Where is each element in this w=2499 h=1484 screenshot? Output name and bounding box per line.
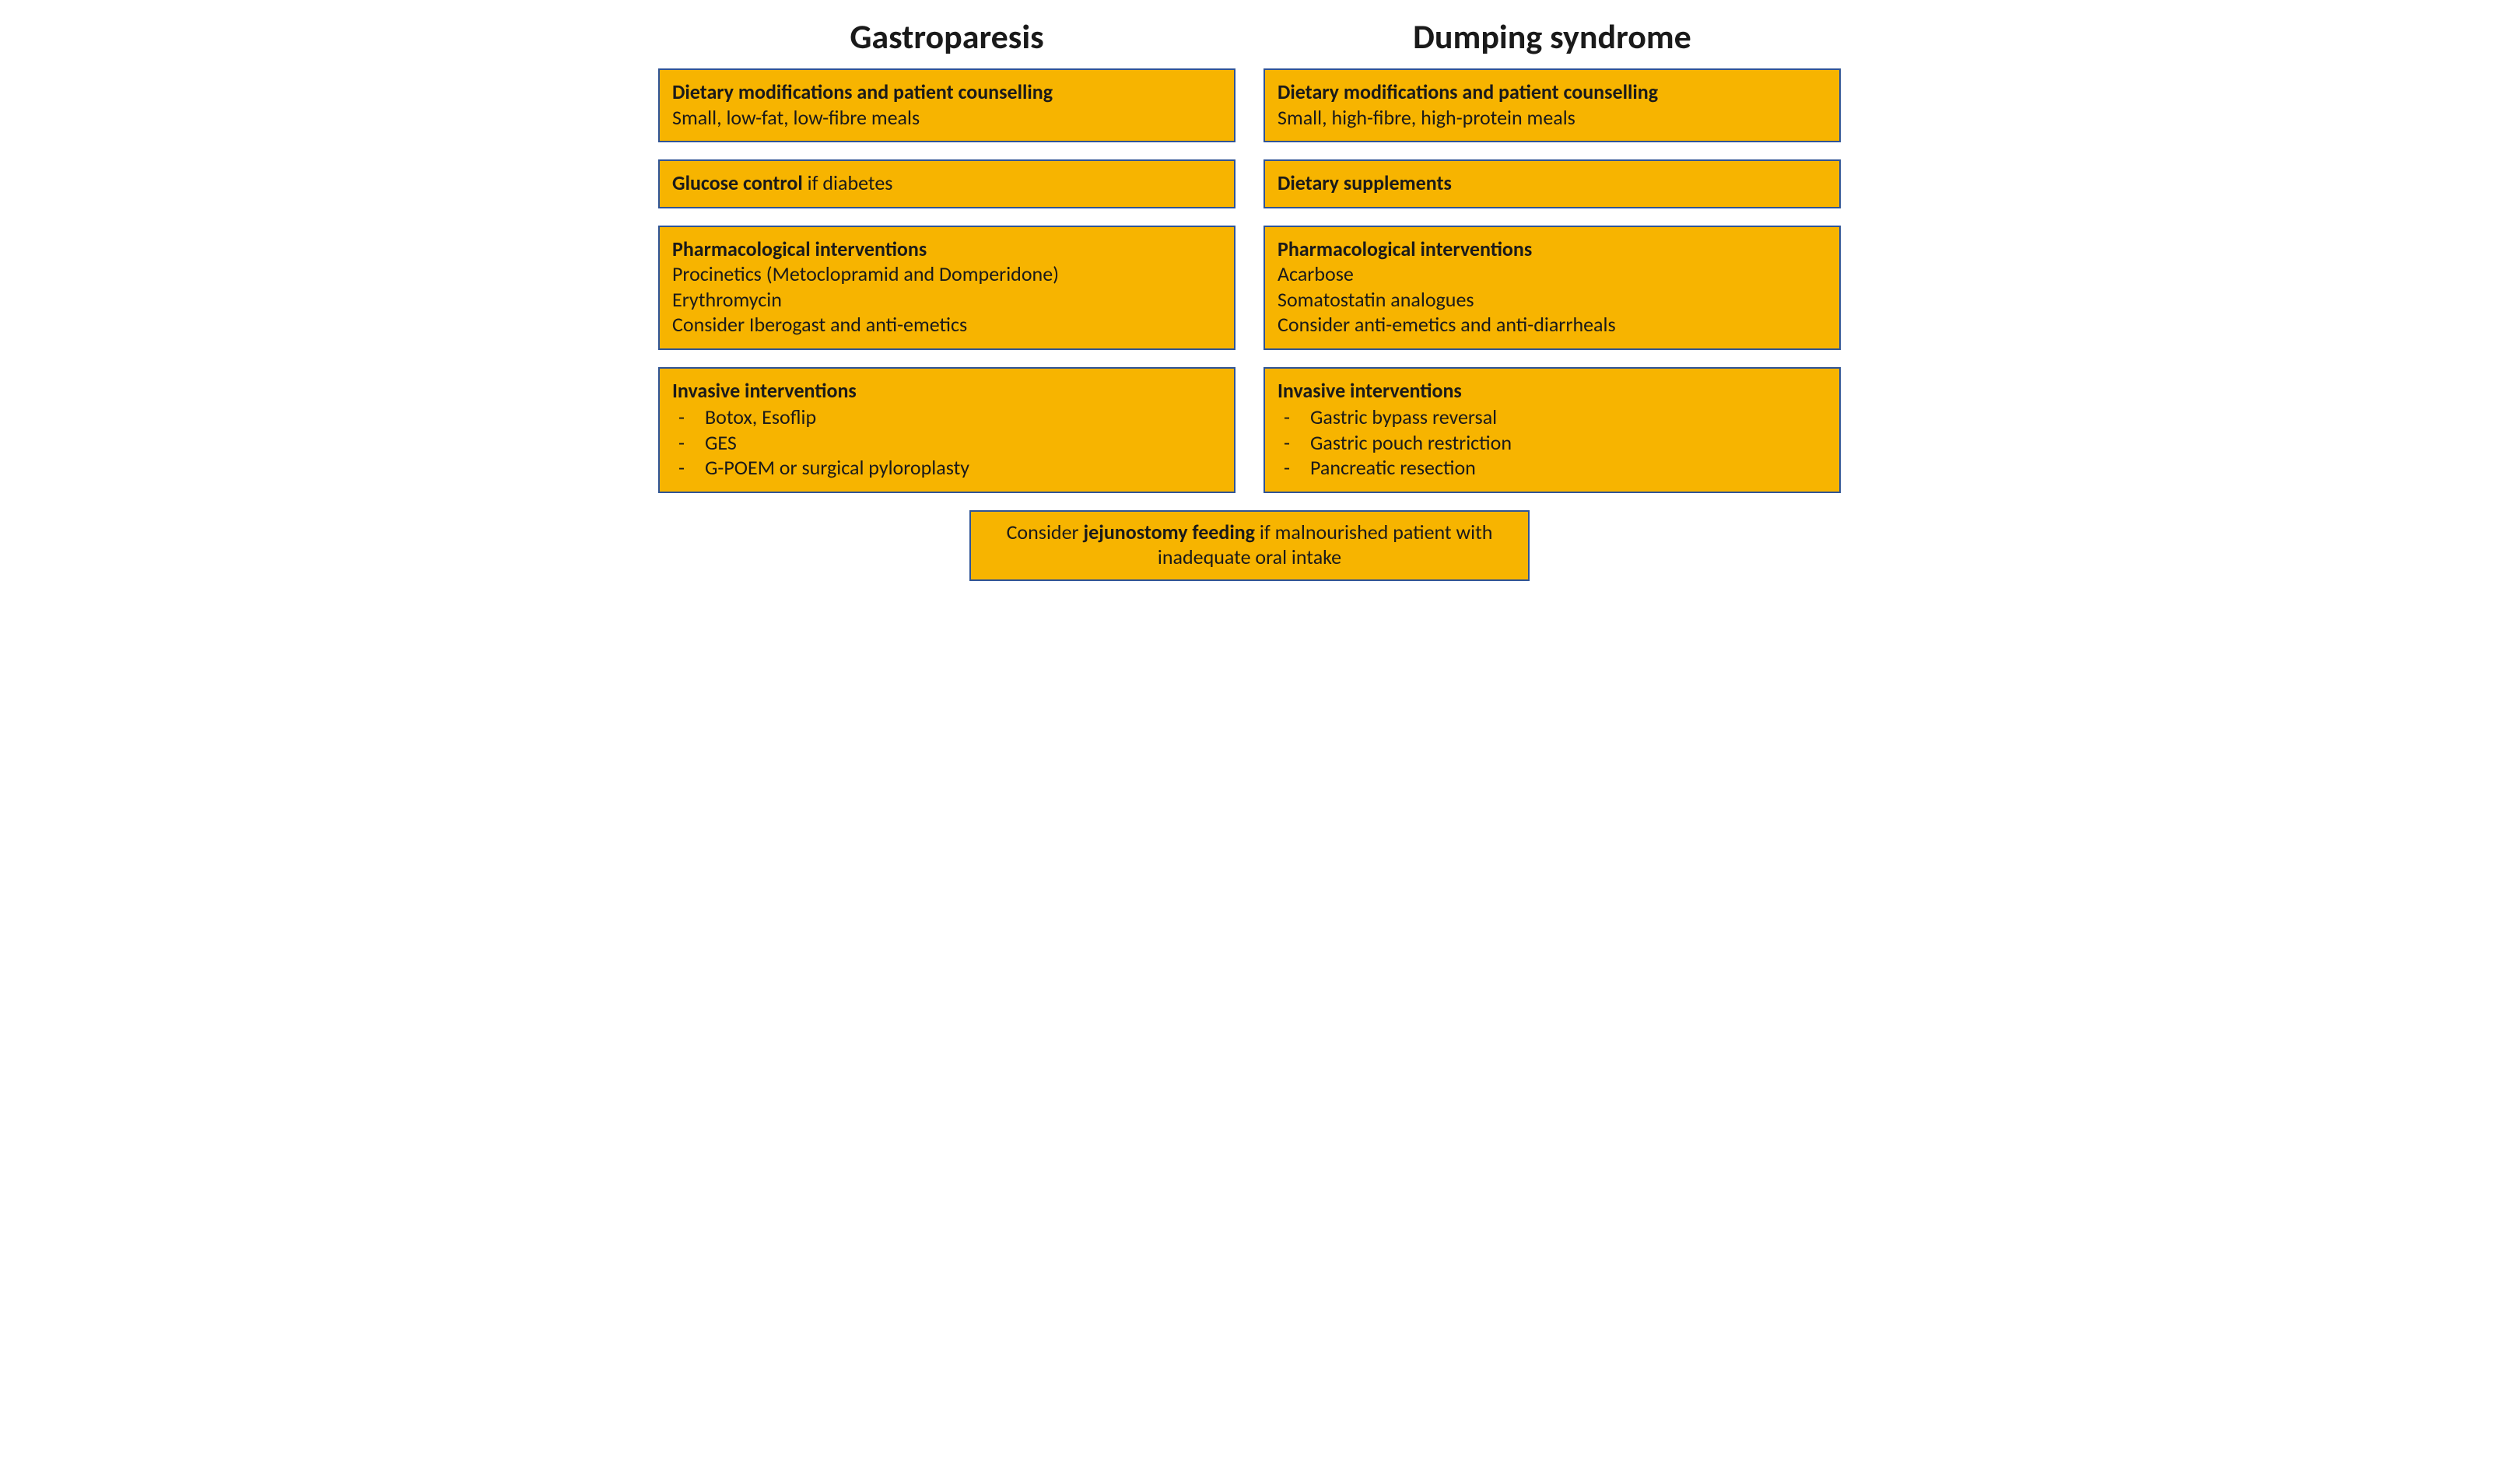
dash-icon: - xyxy=(672,455,705,481)
list-item: -Gastric bypass reversal xyxy=(1278,404,1827,430)
dash-icon: - xyxy=(672,404,705,430)
left-box-invasive: Invasive interventions -Botox, Esoflip -… xyxy=(658,367,1235,493)
list-item: -G-POEM or surgical pyloroplasty xyxy=(672,455,1221,481)
box-subline: Erythromycin xyxy=(672,287,1221,313)
left-box-dietary: Dietary modifications and patient counse… xyxy=(658,68,1235,142)
list-item: -GES xyxy=(672,430,1221,456)
bullet-text: Gastric pouch restriction xyxy=(1310,430,1512,456)
box-heading: Pharmacological interventions xyxy=(672,236,1221,262)
left-box-pharma: Pharmacological interventions Procinetic… xyxy=(658,226,1235,350)
box-subline: Consider Iberogast and anti-emetics xyxy=(672,312,1221,338)
right-box-dietary: Dietary modifications and patient counse… xyxy=(1264,68,1841,142)
list-item: -Gastric pouch restriction xyxy=(1278,430,1827,456)
left-column: Gastroparesis Dietary modifications and … xyxy=(658,16,1235,493)
box-subline: Consider anti-emetics and anti-diarrheal… xyxy=(1278,312,1827,338)
box-heading: Dietary modifications and patient counse… xyxy=(672,79,1221,105)
bullet-text: G-POEM or surgical pyloroplasty xyxy=(705,455,969,481)
left-title: Gastroparesis xyxy=(658,16,1235,58)
footer-wrap: Consider jejunostomy feeding if malnouri… xyxy=(658,510,1841,581)
box-heading: Glucose control xyxy=(672,170,803,195)
right-box-invasive: Invasive interventions -Gastric bypass r… xyxy=(1264,367,1841,493)
list-item: -Pancreatic resection xyxy=(1278,455,1827,481)
bullet-list: -Botox, Esoflip -GES -G-POEM or surgical… xyxy=(672,404,1221,481)
box-heading: Dietary supplements xyxy=(1278,170,1827,196)
box-subline: Small, low-fat, low-fibre meals xyxy=(672,105,1221,131)
bullet-text: Gastric bypass reversal xyxy=(1310,404,1497,430)
box-heading: Dietary modifications and patient counse… xyxy=(1278,79,1827,105)
box-subline: Procinetics (Metoclopramid and Domperido… xyxy=(672,261,1221,287)
columns-wrap: Gastroparesis Dietary modifications and … xyxy=(658,16,1841,493)
box-heading: Invasive interventions xyxy=(1278,378,1827,404)
box-subline: Somatostatin analogues xyxy=(1278,287,1827,313)
dash-icon: - xyxy=(1278,430,1310,456)
box-inline-suffix: if diabetes xyxy=(803,170,893,195)
box-subline: Small, high-fibre, high-protein meals xyxy=(1278,105,1827,131)
list-item: -Botox, Esoflip xyxy=(672,404,1221,430)
box-heading: Pharmacological interventions xyxy=(1278,236,1827,262)
box-heading: Invasive interventions xyxy=(672,378,1221,404)
bullet-text: GES xyxy=(705,430,737,456)
footer-prefix: Consider xyxy=(1007,520,1084,544)
right-column: Dumping syndrome Dietary modifications a… xyxy=(1264,16,1841,493)
right-box-pharma: Pharmacological interventions Acarbose S… xyxy=(1264,226,1841,350)
right-box-supplements: Dietary supplements xyxy=(1264,159,1841,208)
left-box-glucose: Glucose control if diabetes xyxy=(658,159,1235,208)
footer-bold: jejunostomy feeding xyxy=(1083,520,1255,544)
dash-icon: - xyxy=(672,430,705,456)
bullet-list: -Gastric bypass reversal -Gastric pouch … xyxy=(1278,404,1827,481)
comparison-infographic: Gastroparesis Dietary modifications and … xyxy=(658,16,1841,581)
bullet-text: Pancreatic resection xyxy=(1310,455,1476,481)
box-subline: Acarbose xyxy=(1278,261,1827,287)
bullet-text: Botox, Esoflip xyxy=(705,404,816,430)
right-title: Dumping syndrome xyxy=(1264,16,1841,58)
footer-box: Consider jejunostomy feeding if malnouri… xyxy=(969,510,1530,581)
dash-icon: - xyxy=(1278,455,1310,481)
dash-icon: - xyxy=(1278,404,1310,430)
